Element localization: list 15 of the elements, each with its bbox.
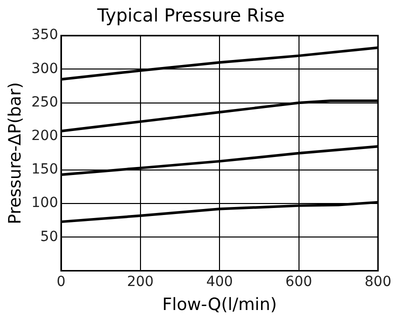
x-tick-label: 0 [56, 274, 66, 290]
y-tick-label: 50 [40, 228, 58, 245]
y-tick-label: 300 [31, 60, 58, 77]
x-tick-label: 800 [364, 274, 392, 290]
y-tick-label: 350 [31, 27, 58, 44]
chart-title: Typical Pressure Rise [96, 5, 285, 26]
x-tick-label: 400 [206, 274, 233, 290]
y-tick-label: 150 [31, 162, 58, 178]
y-axis-title: Pressure-ΔP(bar) [6, 82, 26, 224]
x-tick-label: 200 [126, 274, 154, 290]
y-tick-label: 250 [31, 94, 58, 110]
x-axis-title: Flow-Q(l/min) [162, 295, 277, 316]
y-tick-label: 100 [31, 195, 58, 212]
y-tick-label: 200 [31, 128, 58, 144]
x-tick-label: 600 [285, 274, 312, 290]
